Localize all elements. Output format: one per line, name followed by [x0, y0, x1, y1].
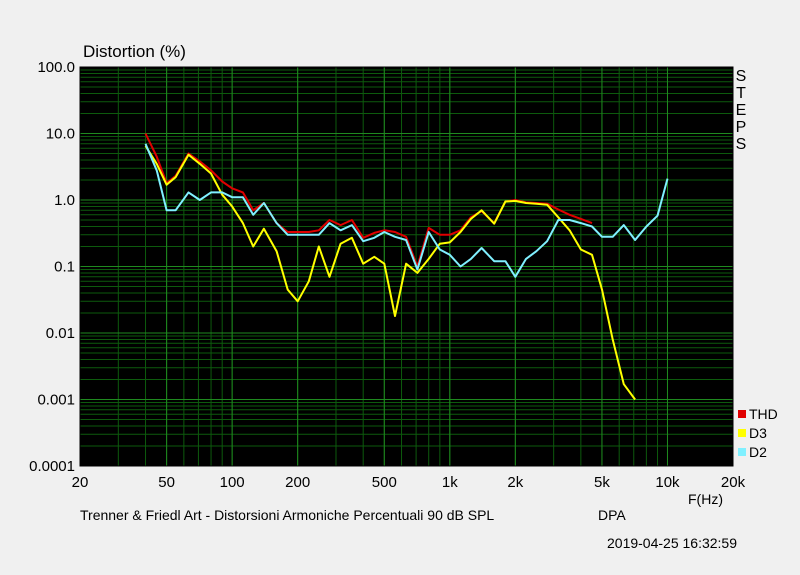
legend-swatch-thd: [738, 410, 746, 418]
side-label-letter: S: [736, 68, 747, 85]
y-tick-label: 1.0: [54, 192, 75, 209]
y-tick-label: 0.01: [46, 325, 75, 342]
legend: THD D3 D2: [738, 406, 778, 460]
x-tick-label: 5k: [594, 474, 610, 491]
legend-label-d2: D2: [749, 444, 767, 460]
x-tick-label: 1k: [442, 474, 458, 491]
series-line-d3: [144, 145, 636, 401]
x-tick-label: 10k: [655, 474, 680, 491]
x-tick-label: 20k: [721, 474, 746, 491]
footer-caption: Trenner & Friedl Art - Distorsioni Armon…: [80, 507, 494, 523]
legend-label-d3: D3: [749, 425, 767, 441]
x-axis-label: F(Hz): [688, 491, 723, 507]
y-tick-label: 0.1: [54, 259, 75, 276]
y-tick-label: 0.001: [37, 392, 75, 409]
legend-swatch-d3: [738, 429, 746, 437]
footer-timestamp: 2019-04-25 16:32:59: [607, 535, 737, 551]
x-tick-label: 100: [220, 474, 245, 491]
footer-product: DPA: [598, 507, 626, 523]
x-tick-label: 500: [372, 474, 397, 491]
legend-swatch-d2: [738, 448, 746, 456]
side-label-letter: E: [736, 102, 747, 119]
y-tick-label: 100.0: [37, 59, 75, 76]
chart-title: Distortion (%): [83, 42, 186, 61]
plot-border: [79, 66, 734, 467]
x-tick-label: 20: [72, 474, 89, 491]
side-label-letter: T: [736, 85, 746, 102]
series-group: [144, 133, 669, 401]
series-line-d2: [144, 143, 669, 278]
x-tick-labels: 20 50 100 200 500 1k 2k 5k 10k 20k: [72, 474, 746, 491]
x-tick-label: 200: [285, 474, 310, 491]
side-label-letter: P: [736, 119, 747, 136]
side-label-letter: S: [736, 136, 747, 153]
legend-label-thd: THD: [749, 406, 778, 422]
y-tick-label: 0.0001: [29, 458, 75, 475]
y-tick-labels: 100.0 10.0 1.0 0.1 0.01 0.001 0.0001: [29, 59, 75, 475]
x-tick-label: 2k: [507, 474, 523, 491]
x-tick-label: 50: [158, 474, 175, 491]
y-tick-label: 10.0: [46, 126, 75, 143]
